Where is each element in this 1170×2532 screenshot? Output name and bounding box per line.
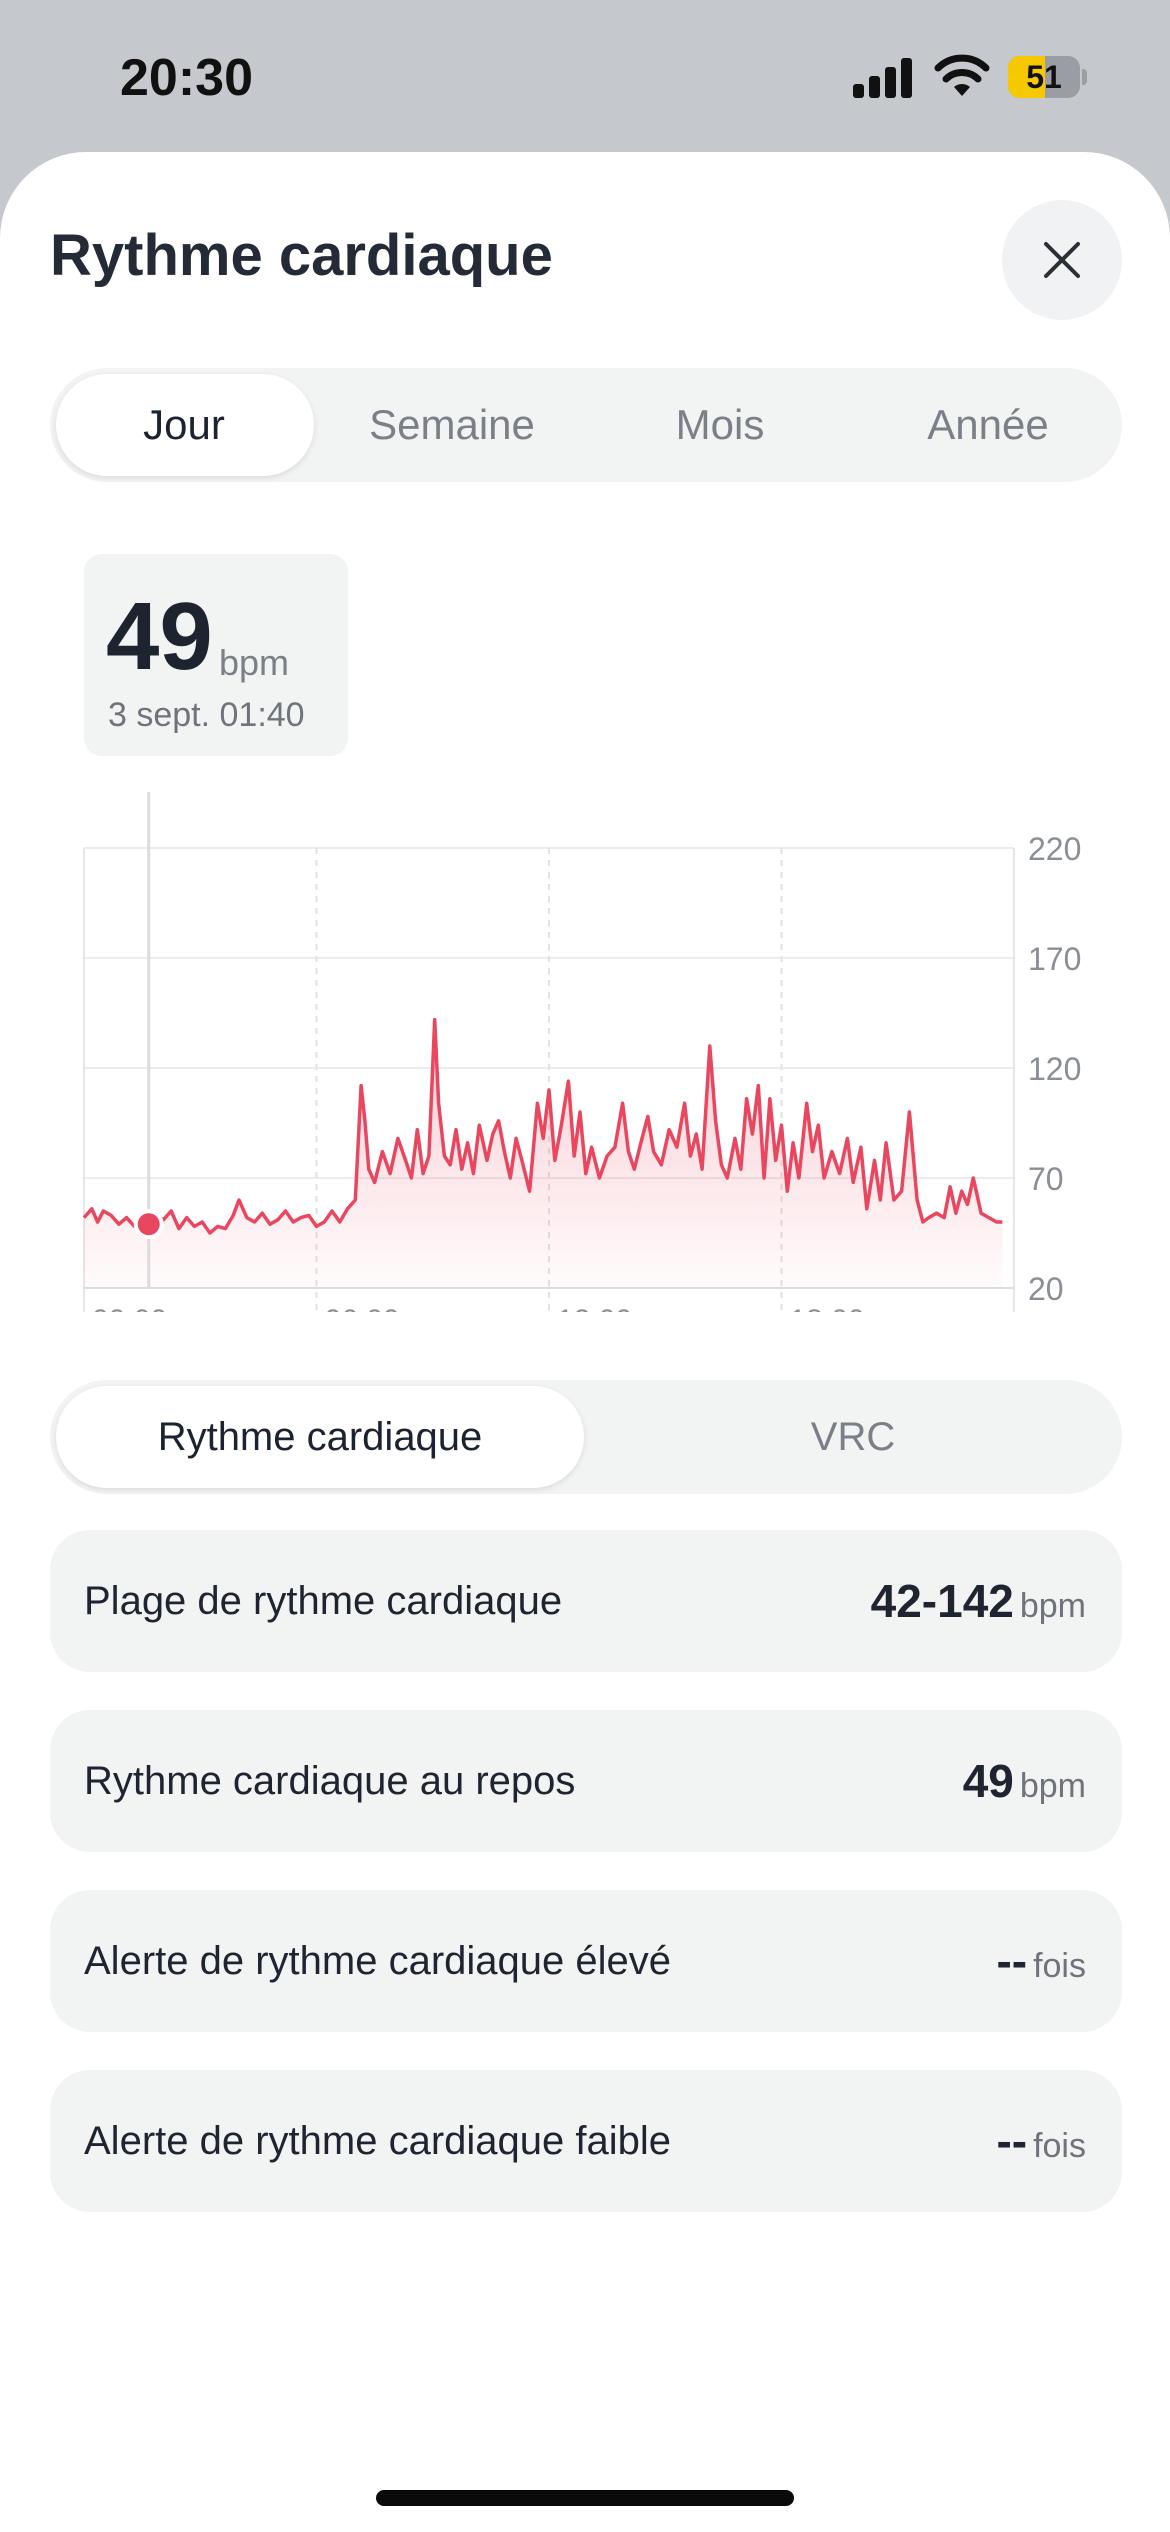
series-line	[82, 1017, 1003, 1235]
stat-unit: bpm	[1019, 1767, 1086, 1805]
tab-vrc[interactable]: VRC	[810, 1415, 896, 1459]
stat-value: --	[996, 2115, 1028, 2167]
stat-value: 49	[962, 1755, 1014, 1807]
y-tick-label: 170	[1028, 941, 1081, 977]
stat-row-low-alert[interactable]: Alerte de rythme cardiaque faible -- fois	[50, 2070, 1122, 2212]
stat-value: 42-142	[870, 1575, 1014, 1627]
y-tick-label: 20	[1028, 1271, 1064, 1307]
stat-label: Plage de rythme cardiaque	[84, 1579, 563, 1623]
period-tabs: Jour Semaine Mois Année	[50, 368, 1122, 482]
tooltip-value: 49	[106, 583, 213, 690]
x-tick-label: 12:00	[557, 1304, 632, 1312]
stat-row-range[interactable]: Plage de rythme cardiaque 42-142 bpm	[50, 1530, 1122, 1672]
home-indicator[interactable]	[376, 2490, 794, 2506]
x-tick-label: 06:00	[325, 1304, 400, 1312]
status-time: 20:30	[120, 49, 253, 107]
stat-unit: fois	[1033, 1947, 1086, 1985]
close-button[interactable]	[1002, 200, 1122, 320]
series-area	[84, 1019, 1003, 1288]
stat-unit: fois	[1033, 2127, 1086, 2165]
active-metric-indicator	[56, 1386, 584, 1488]
wifi-icon	[934, 54, 990, 96]
stat-label: Rythme cardiaque au repos	[84, 1759, 576, 1803]
x-tick-label: 00:00	[92, 1304, 167, 1312]
status-bar: 20:30 51	[0, 0, 1170, 152]
y-tick-label: 70	[1028, 1161, 1064, 1197]
stat-row-high-alert[interactable]: Alerte de rythme cardiaque élevé -- fois	[50, 1890, 1122, 2032]
heart-rate-chart[interactable]: 220 170 120 70 20 00:00 06:00 12:00 18:00	[0, 792, 1170, 1312]
battery-indicator: 51	[1008, 56, 1087, 98]
stat-row-resting[interactable]: Rythme cardiaque au repos 49 bpm	[50, 1710, 1122, 1852]
tab-mois[interactable]: Mois	[675, 401, 765, 448]
x-tick-label: 18:00	[790, 1304, 865, 1312]
tab-semaine[interactable]: Semaine	[369, 401, 535, 448]
heart-rate-sheet: Rythme cardiaque Jour Semaine Mois Année…	[0, 152, 1170, 2532]
y-tick-label: 120	[1028, 1051, 1081, 1087]
close-icon	[1044, 242, 1080, 278]
tab-rythme-cardiaque[interactable]: Rythme cardiaque	[157, 1415, 483, 1459]
tooltip-date: 3 sept. 01:40	[108, 696, 305, 734]
stat-value: --	[996, 1935, 1028, 1987]
tab-annee[interactable]: Année	[927, 401, 1049, 448]
selected-point	[137, 1213, 160, 1236]
y-tick-label: 220	[1028, 831, 1081, 867]
stat-unit: bpm	[1019, 1587, 1086, 1625]
tooltip-unit: bpm	[219, 642, 290, 683]
active-tab-indicator	[56, 374, 314, 476]
tab-jour[interactable]: Jour	[143, 401, 225, 448]
cellular-signal-icon	[853, 58, 912, 98]
selected-value-tooltip: 49 bpm 3 sept. 01:40	[84, 554, 348, 756]
metric-tabs: Rythme cardiaque VRC	[50, 1380, 1122, 1494]
stat-label: Alerte de rythme cardiaque faible	[84, 2119, 671, 2163]
stat-label: Alerte de rythme cardiaque élevé	[84, 1939, 671, 1983]
page-title: Rythme cardiaque	[50, 223, 553, 288]
battery-level: 51	[1026, 59, 1062, 95]
